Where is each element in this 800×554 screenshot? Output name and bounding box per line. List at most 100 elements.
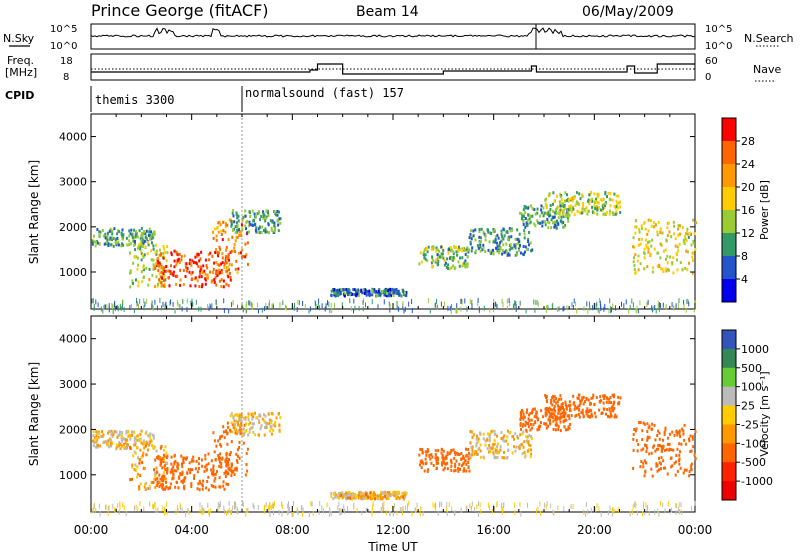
power-cell (269, 219, 272, 223)
power-cell (230, 249, 233, 253)
power-ground-cell (635, 308, 637, 314)
power-cell (244, 209, 247, 213)
power-cell (612, 212, 615, 216)
power-cell (339, 288, 341, 292)
velocity-ground-cell (448, 502, 450, 508)
power-cell (192, 260, 195, 264)
power-cell (665, 257, 667, 261)
velocity-ground-cell (329, 511, 330, 517)
power-cell (343, 292, 346, 296)
velocity-cell (642, 447, 645, 451)
velocity-cell (547, 418, 550, 422)
velocity-cell (516, 434, 519, 438)
power-cell (437, 263, 439, 267)
velocity-cell (361, 492, 364, 496)
velocity-cell (592, 393, 595, 397)
velocity-cell (165, 456, 168, 460)
power-cell (569, 204, 572, 208)
velocity-cell (578, 404, 581, 407)
velocity-cell (488, 434, 491, 438)
power-cell (637, 268, 640, 272)
velocity-cell (458, 453, 461, 456)
velocity-cell (277, 412, 280, 416)
power-colorbar-label: Power [dB] (758, 180, 771, 240)
power-cell (201, 271, 204, 275)
velocity-cell (460, 452, 463, 455)
velocity-cell (251, 425, 254, 429)
velocity-cell (123, 437, 126, 441)
power-cell (442, 248, 445, 252)
power-cell (466, 246, 469, 250)
velocity-cell (675, 460, 677, 464)
power-cell (638, 237, 641, 241)
power-cell (553, 225, 556, 229)
velocity-cell (651, 422, 654, 426)
power-cell (166, 251, 169, 255)
power-ground-cell (563, 305, 565, 311)
power-cell (524, 250, 526, 254)
velocity-cell (125, 438, 127, 442)
velocity-cell (619, 396, 622, 400)
power-cell (267, 213, 270, 217)
power-cell (161, 276, 164, 280)
power-cell (390, 291, 393, 295)
power-ground-cell (514, 300, 516, 306)
power-cell (482, 230, 485, 234)
power-ground-cell (302, 301, 304, 306)
power-cell (264, 219, 267, 223)
velocity-colorbar-frame (721, 329, 737, 501)
power-cell (107, 231, 109, 235)
velocity-cell (554, 423, 557, 427)
power-ground-cell (198, 306, 200, 312)
velocity-cell (376, 497, 379, 501)
power-cell (215, 234, 218, 238)
velocity-cell (386, 493, 389, 497)
velocity-cell (479, 449, 482, 453)
power-cell (147, 283, 150, 287)
velocity-cell (397, 495, 399, 499)
velocity-cell (674, 473, 677, 477)
power-cell (681, 226, 684, 230)
velocity-cell (159, 446, 162, 450)
power-ytick-label: 3000 (59, 176, 87, 189)
power-cell (194, 276, 197, 280)
velocity-cell (148, 484, 151, 488)
velocity-cell (247, 415, 250, 419)
velocity-cell (184, 476, 187, 480)
power-cell (549, 207, 552, 211)
power-cell (509, 246, 512, 250)
power-cell (541, 224, 544, 228)
velocity-cell (509, 430, 512, 434)
velocity-cell (430, 453, 433, 457)
velocity-ground-cell (381, 502, 383, 508)
power-cell (573, 195, 576, 199)
power-cell (489, 231, 492, 235)
velocity-cell (254, 411, 256, 415)
velocity-cell (341, 491, 344, 495)
velocity-cell (190, 459, 193, 463)
power-ground-cell (501, 298, 503, 304)
power-cell (424, 248, 427, 251)
velocity-cell (131, 463, 134, 467)
velocity-cell (139, 482, 142, 486)
velocity-cell (503, 456, 506, 460)
velocity-cell (521, 452, 524, 456)
power-cell (279, 221, 282, 225)
velocity-cell (444, 462, 447, 466)
velocity-cell (605, 400, 608, 404)
power-ground-cell (334, 302, 336, 308)
power-cell (435, 258, 437, 262)
velocity-cell (532, 423, 535, 427)
power-cell (109, 236, 112, 240)
power-ground-cell (321, 303, 323, 309)
velocity-cell (133, 468, 136, 471)
velocity-cell (236, 448, 239, 452)
power-cell (219, 247, 222, 251)
power-cell (673, 232, 675, 236)
velocity-ground-cell (585, 502, 587, 508)
power-cell (196, 279, 199, 283)
velocity-cell (218, 476, 221, 480)
power-cell (167, 269, 170, 273)
power-cell (543, 211, 546, 215)
